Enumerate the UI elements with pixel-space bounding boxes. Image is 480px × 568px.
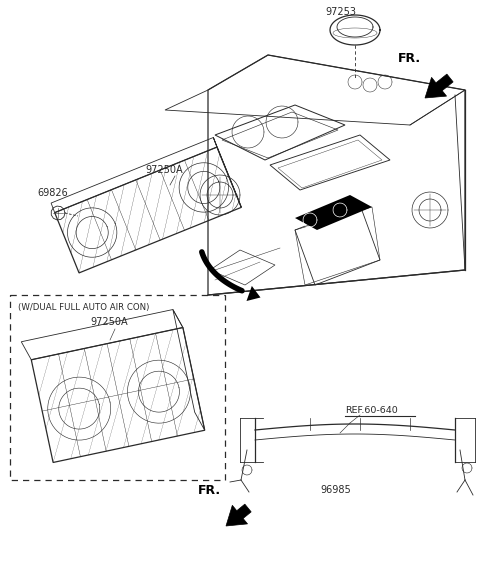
Text: FR.: FR.: [398, 52, 421, 65]
Polygon shape: [425, 74, 453, 98]
Polygon shape: [295, 195, 372, 230]
Text: 97250A: 97250A: [145, 165, 182, 175]
Text: (W/DUAL FULL AUTO AIR CON): (W/DUAL FULL AUTO AIR CON): [18, 303, 149, 312]
Text: 97250A: 97250A: [90, 317, 128, 327]
Text: FR.: FR.: [198, 483, 221, 496]
Polygon shape: [226, 504, 251, 526]
Text: REF.60-640: REF.60-640: [345, 406, 398, 415]
Polygon shape: [247, 286, 261, 301]
Text: 96985: 96985: [320, 485, 351, 495]
Text: 69826: 69826: [37, 188, 68, 198]
Text: 97253: 97253: [325, 7, 356, 17]
